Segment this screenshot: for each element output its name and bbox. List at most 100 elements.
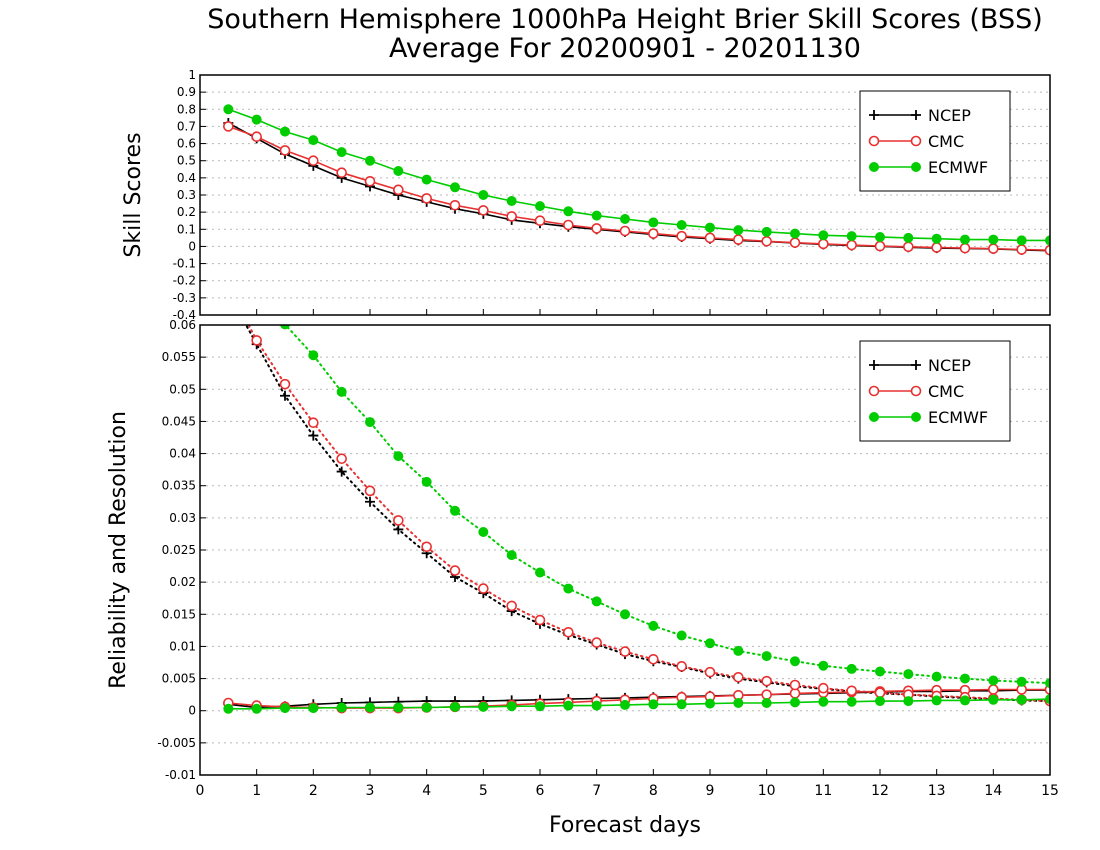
legend-box [859, 90, 1011, 192]
skill-scores-panel: -0.4 -0.3 -0.2 -0.1 0 0.1 0.2 0.3 0.4 0.5 0.6 0.7 0.… [121, 68, 1051, 322]
series-line-ecmwf-resolution [284, 325, 1050, 685]
data-point-cmc [874, 687, 886, 699]
y-tick-label: 0.7 [177, 119, 196, 133]
data-point-cmc [874, 240, 886, 252]
data-point-ecmwf [280, 703, 290, 714]
data-point-ecmwf [393, 166, 404, 176]
x-tick-label: 3 [366, 783, 375, 799]
data-point-ecmwf [988, 234, 999, 245]
data-point-ecmwf [252, 282, 261, 291]
data-point-cmc [591, 223, 602, 234]
top-y-axis-ticks: -0.4 -0.3 -0.2 -0.1 0 0.1 0.2 0.3 0.4 0.5 0.6 0.7 0.… [173, 68, 206, 322]
data-point-ecmwf [1016, 676, 1027, 687]
data-point-ecmwf [960, 673, 970, 684]
y-tick-label: 0.9 [177, 85, 196, 99]
data-point-cmc [619, 225, 631, 237]
top-series-group [223, 104, 1050, 256]
data-point-ecmwf [421, 702, 432, 713]
legend-marker [911, 162, 921, 172]
data-point-ecmwf [421, 476, 432, 487]
data-point-ecmwf [393, 702, 404, 713]
x-tick-label: 10 [758, 783, 776, 799]
data-point-cmc [959, 242, 971, 254]
data-point-ecmwf [280, 325, 290, 330]
x-tick-label: 15 [1041, 783, 1059, 799]
data-point-ecmwf [818, 696, 829, 707]
data-point-ecmwf [1045, 694, 1050, 705]
data-point-ncep [308, 430, 319, 441]
data-point-ecmwf [846, 231, 857, 242]
y-tick-label: 0.3 [177, 188, 196, 202]
data-point-cmc [308, 155, 319, 167]
data-point-ecmwf [223, 703, 234, 714]
legend-marker [910, 135, 922, 147]
y-tick-label: 0.015 [162, 607, 196, 621]
data-point-ecmwf [280, 126, 290, 137]
data-point-ecmwf [620, 214, 630, 224]
data-point-ecmwf [620, 609, 630, 620]
data-point-ecmwf [676, 220, 687, 230]
data-point-ecmwf [620, 699, 630, 710]
data-point-ecmwf [535, 701, 545, 712]
data-point-ecmwf [790, 697, 800, 708]
y-tick-label: 0.06 [169, 318, 196, 332]
data-point-cmc [648, 653, 659, 665]
data-point-cmc [988, 684, 999, 695]
data-point-ecmwf [365, 155, 375, 166]
data-point-ecmwf [761, 226, 772, 237]
data-point-cmc [846, 685, 857, 697]
y-tick-label: 0.055 [162, 350, 196, 364]
x-tick-label: 5 [479, 783, 488, 799]
data-point-ecmwf [506, 701, 517, 712]
bottom-y-axis-label: Reliability and Resolution [106, 411, 131, 689]
data-point-ecmwf [790, 228, 800, 239]
data-point-cmc [506, 600, 517, 612]
x-tick-label: 0 [196, 783, 205, 799]
data-point-cmc [336, 167, 347, 179]
data-point-cmc [733, 671, 744, 683]
data-point-cmc [733, 234, 744, 245]
bottom-legend: NCEP CMC ECMWF [859, 340, 1011, 442]
data-point-ncep [365, 496, 375, 507]
y-tick-label: -0.005 [157, 736, 196, 750]
data-point-cmc [676, 230, 687, 242]
y-tick-label: 0.5 [177, 154, 196, 168]
data-point-ecmwf [903, 696, 914, 707]
data-point-ecmwf [336, 702, 347, 713]
data-point-ecmwf [960, 234, 970, 245]
data-point-ecmwf [790, 656, 800, 667]
y-tick-label: 0.035 [162, 479, 196, 493]
data-point-cmc [251, 131, 262, 143]
data-point-ecmwf [931, 671, 942, 682]
y-tick-label: 1 [188, 68, 196, 82]
data-point-ecmwf [506, 196, 517, 206]
data-point-ecmwf [931, 233, 942, 244]
data-point-ecmwf [705, 638, 715, 649]
data-point-ecmwf [478, 190, 489, 200]
x-tick-label: 9 [706, 783, 715, 799]
y-tick-label: -0.4 [173, 308, 196, 322]
data-point-cmc [251, 335, 262, 346]
data-point-cmc [506, 211, 517, 222]
y-tick-label: -0.1 [173, 257, 196, 271]
data-point-ecmwf [648, 620, 659, 631]
top-legend: NCEP CMC ECMWF [859, 90, 1011, 192]
data-point-cmc [393, 515, 404, 526]
data-point-ecmwf [308, 350, 319, 361]
data-point-cmc [761, 235, 772, 247]
y-tick-label: 0.025 [162, 543, 196, 557]
data-point-cmc [534, 614, 546, 626]
data-point-ecmwf [251, 114, 262, 125]
data-point-ecmwf [478, 701, 489, 712]
data-point-cmc [449, 565, 461, 576]
data-point-ecmwf [960, 695, 970, 706]
legend-marker [869, 110, 879, 120]
data-point-ecmwf [1016, 235, 1027, 246]
legend-marker [868, 135, 880, 147]
data-point-cmc [308, 417, 319, 429]
top-plot-frame [199, 74, 1051, 316]
data-point-ecmwf [818, 230, 829, 241]
data-point-ecmwf [1045, 235, 1050, 246]
data-point-ecmwf [846, 696, 857, 707]
